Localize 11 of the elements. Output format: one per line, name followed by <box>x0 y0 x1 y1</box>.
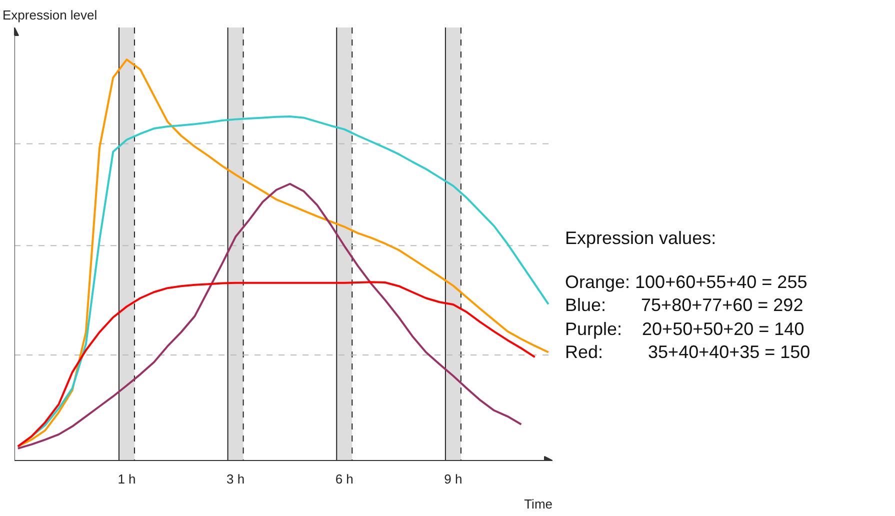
y-axis-title: Expression level <box>2 8 98 22</box>
x-tick-label: 9 h <box>444 472 462 486</box>
text: Blue: 75+80+77+60 = 292 <box>565 295 804 317</box>
x-tick-label: 1 h <box>118 472 136 486</box>
text: Purple: 20+50+50+20 = 140 <box>565 318 806 340</box>
text: Red: 35+40+40+35 = 150 <box>565 342 810 364</box>
text: Orange: 100+60+55+40 = 255 <box>565 272 808 294</box>
x-axis-title: Time <box>524 496 552 512</box>
text: Expression values: <box>565 228 718 250</box>
x-tick-label: 6 h <box>335 472 354 486</box>
x-tick-label: 3 h <box>226 472 245 486</box>
